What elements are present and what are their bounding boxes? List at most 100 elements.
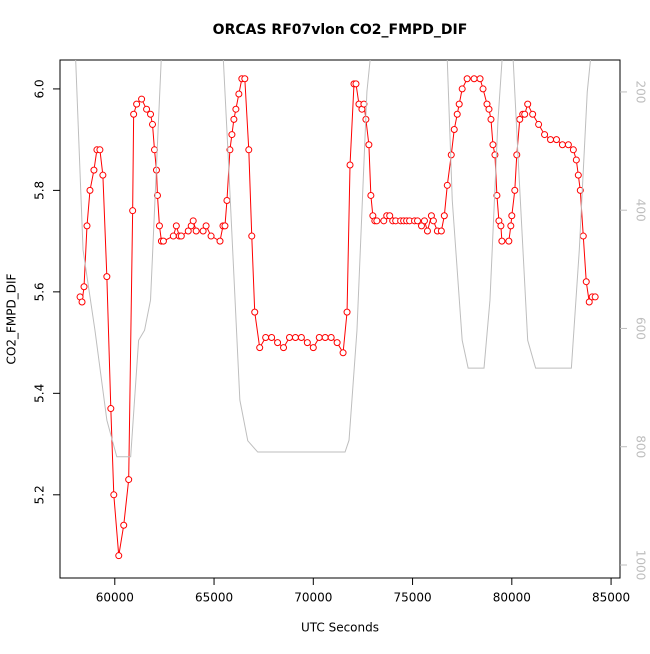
data-point <box>202 222 210 230</box>
x-tick-label: 80000 <box>493 591 531 605</box>
data-point <box>507 222 515 230</box>
data-point <box>453 110 461 118</box>
data-point <box>192 227 200 235</box>
data-point <box>251 308 259 316</box>
data-point <box>463 75 471 83</box>
data-point <box>574 171 582 179</box>
data-point <box>552 136 560 144</box>
data-point <box>346 161 354 169</box>
data-point <box>585 298 593 306</box>
data-point <box>476 75 484 83</box>
data-point <box>591 293 599 301</box>
data-point <box>110 491 118 499</box>
data-point <box>280 344 288 352</box>
data-point <box>437 227 445 235</box>
y-axis-label: CO2_FMPD_DIF <box>5 273 19 364</box>
data-point <box>159 237 167 245</box>
data-point <box>470 75 478 83</box>
data-point <box>343 308 351 316</box>
data-point <box>86 186 94 194</box>
data-point <box>489 141 497 149</box>
data-point <box>455 100 463 108</box>
series-line <box>75 60 591 458</box>
data-point <box>564 141 572 149</box>
data-point <box>169 232 177 240</box>
data-point <box>339 349 347 357</box>
data-point <box>274 339 282 347</box>
data-point <box>228 131 236 139</box>
y-tick-label: 5.4 <box>33 384 47 403</box>
y2-tick-label: 1000 <box>634 550 648 581</box>
data-point <box>491 151 499 159</box>
data-point <box>479 85 487 93</box>
x-tick-label: 65000 <box>195 591 233 605</box>
data-point <box>511 186 519 194</box>
data-point <box>184 227 192 235</box>
data-point <box>80 283 88 291</box>
data-point <box>497 222 505 230</box>
data-point <box>149 120 157 128</box>
data-point <box>230 115 238 123</box>
data-point <box>297 334 305 342</box>
data-point <box>423 227 431 235</box>
data-point <box>199 227 207 235</box>
data-point <box>309 344 317 352</box>
data-point <box>262 334 270 342</box>
data-point <box>256 344 264 352</box>
data-point <box>155 222 163 230</box>
data-point <box>386 212 394 220</box>
data-point <box>107 405 115 413</box>
data-point <box>360 100 368 108</box>
data-point <box>485 105 493 113</box>
y2-tick-label: 800 <box>634 435 648 458</box>
data-point <box>138 95 146 103</box>
data-point <box>373 217 381 225</box>
data-point <box>569 146 577 154</box>
data-point <box>189 217 197 225</box>
data-point <box>291 334 299 342</box>
data-point <box>83 222 91 230</box>
data-point <box>207 232 215 240</box>
data-point <box>516 115 524 123</box>
x-axis-label: UTC Seconds <box>301 621 379 635</box>
y2-tick-label: 600 <box>634 317 648 340</box>
data-point <box>447 151 455 159</box>
data-point <box>232 105 240 113</box>
data-point <box>380 217 388 225</box>
data-point <box>450 126 458 134</box>
data-point <box>440 212 448 220</box>
x-tick-label: 60000 <box>96 591 134 605</box>
data-point <box>365 141 373 149</box>
data-point <box>153 191 161 199</box>
data-point <box>245 146 253 154</box>
data-point <box>558 141 566 149</box>
data-point <box>498 237 506 245</box>
data-point <box>103 273 111 281</box>
data-point <box>223 197 231 205</box>
data-point <box>221 222 229 230</box>
data-point <box>216 237 224 245</box>
data-point <box>143 105 151 113</box>
data-point <box>285 334 293 342</box>
data-point <box>315 334 323 342</box>
data-point <box>535 120 543 128</box>
data-point <box>90 166 98 174</box>
data-point <box>458 85 466 93</box>
x-tick-label: 70000 <box>294 591 332 605</box>
data-point <box>268 334 276 342</box>
data-point <box>147 110 155 118</box>
y-tick-label: 5.6 <box>33 282 47 301</box>
data-point <box>129 207 137 215</box>
data-point <box>352 80 360 88</box>
chart-title: ORCAS RF07vlon CO2_FMPD_DIF <box>213 22 468 38</box>
data-point <box>235 90 243 98</box>
data-point <box>125 476 133 484</box>
data-point <box>96 146 104 154</box>
data-point <box>572 156 580 164</box>
y2-tick-label: 200 <box>634 80 648 103</box>
data-point <box>524 100 532 108</box>
data-point <box>248 232 256 240</box>
data-point <box>505 237 513 245</box>
data-point <box>133 100 141 108</box>
